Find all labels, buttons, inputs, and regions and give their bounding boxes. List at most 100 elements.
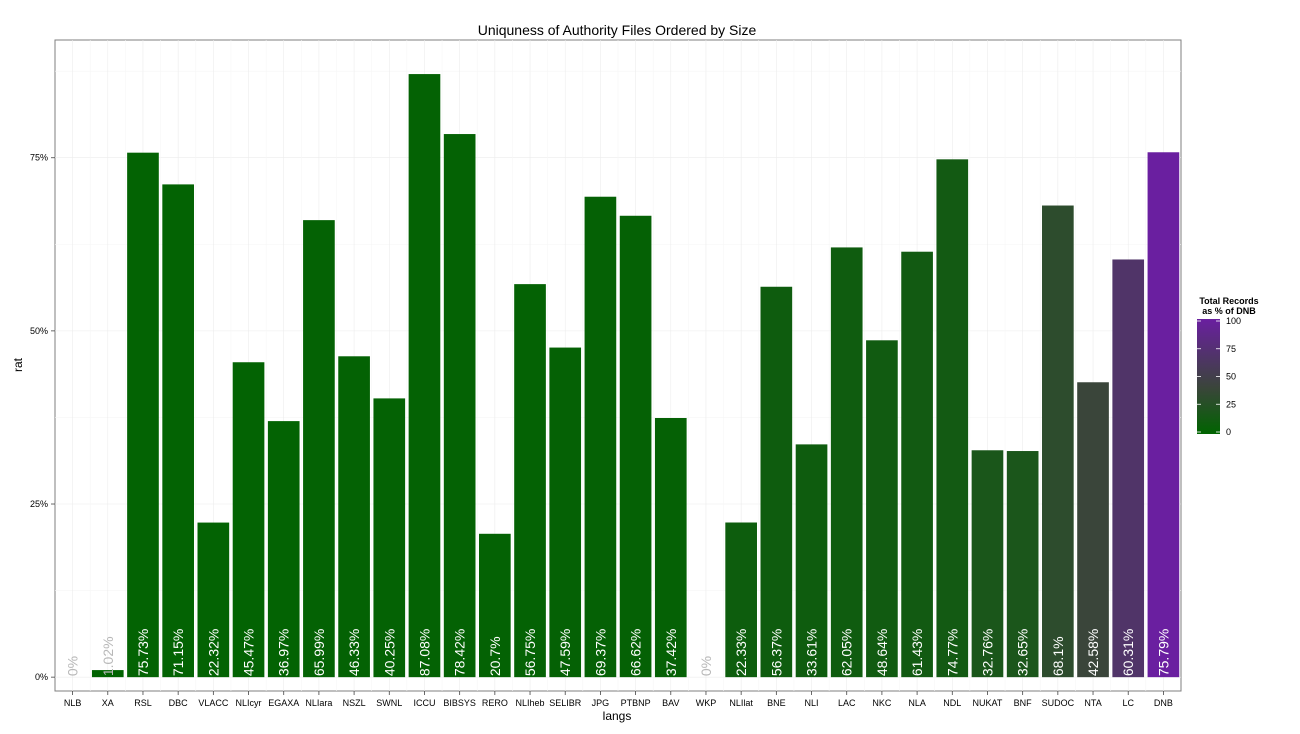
- bar-value-label: 62.05%: [839, 629, 855, 676]
- bar-value-label: 71.15%: [170, 629, 186, 676]
- bar-value-label: 47.59%: [557, 629, 573, 676]
- bar: [549, 347, 582, 678]
- y-tick-label: 25%: [30, 499, 48, 509]
- bar-value-label: 74.77%: [944, 629, 960, 676]
- bar: [1006, 451, 1039, 678]
- bar-value-label: 56.75%: [522, 629, 538, 676]
- x-tick-label: NDL: [943, 698, 961, 708]
- bar: [1077, 382, 1109, 678]
- x-tick-label: NSZL: [343, 698, 366, 708]
- bar: [443, 134, 476, 678]
- x-tick-label: BIBSYS: [443, 698, 476, 708]
- bar: [866, 340, 898, 678]
- bar-value-label: 37.42%: [663, 629, 679, 676]
- bar-value-label: 69.37%: [592, 629, 608, 676]
- legend-tick-label: 0: [1226, 427, 1231, 437]
- legend-tick-label: 50: [1226, 372, 1236, 382]
- x-tick-label: NLB: [64, 698, 82, 708]
- chart-title: Uniquness of Authority Files Ordered by …: [478, 22, 757, 38]
- bar-labels: 0% 1.02% 75.73% 71.15% 22.32% 45.47% 36.97% 65.…: [65, 629, 1172, 676]
- y-axis-label: rat: [11, 357, 25, 372]
- bar: [232, 362, 265, 678]
- bar-value-label: 66.62%: [628, 629, 644, 676]
- y-tick-label: 0%: [35, 672, 48, 682]
- x-tick-label: JPG: [592, 698, 610, 708]
- bar-value-label: 36.97%: [276, 629, 292, 676]
- y-tick-label: 75%: [30, 153, 48, 163]
- bar: [584, 196, 617, 678]
- bar: [830, 247, 863, 678]
- bar: [197, 522, 230, 678]
- x-tick-label: BNF: [1014, 698, 1033, 708]
- bar: [1147, 152, 1180, 678]
- bar: [971, 450, 1004, 678]
- x-tick-label: VLACC: [198, 698, 229, 708]
- bar-value-label: 56.37%: [768, 629, 784, 676]
- bar-value-label: 46.33%: [346, 629, 362, 676]
- bar-value-label: 45.47%: [241, 629, 257, 676]
- bar-value-label: 32.76%: [979, 629, 995, 676]
- bar-value-label: 22.32%: [205, 629, 221, 676]
- x-tick-label: EGAXA: [268, 698, 299, 708]
- bar: [760, 286, 793, 678]
- bar: [127, 152, 159, 678]
- bar-value-label: 1.02%: [100, 636, 116, 676]
- bar-value-label: 20.7%: [487, 636, 503, 676]
- bar-value-label: 0%: [698, 656, 714, 676]
- x-tick-label: NUKAT: [973, 698, 1003, 708]
- x-tick-label: DBC: [169, 698, 189, 708]
- bar: [936, 159, 969, 678]
- bar-value-label: 22.33%: [733, 629, 749, 676]
- x-tick-label: BAV: [662, 698, 679, 708]
- bar-value-label: 0%: [65, 656, 81, 676]
- bar-value-label: 40.25%: [381, 629, 397, 676]
- bar-value-label: 48.64%: [874, 629, 890, 676]
- bar-value-label: 61.43%: [909, 629, 925, 676]
- legend-title-line1: Total Records: [1199, 296, 1258, 306]
- bar-value-label: 87.08%: [416, 629, 432, 676]
- x-tick-label: RSL: [134, 698, 152, 708]
- legend-tick-label: 100: [1226, 316, 1241, 326]
- legend-title-line2: as % of DNB: [1202, 306, 1256, 316]
- bar: [795, 444, 828, 678]
- x-tick-label: LC: [1122, 698, 1134, 708]
- x-tick-label: NLIcyr: [236, 698, 262, 708]
- bar-value-label: 75.73%: [135, 629, 151, 676]
- bar: [725, 522, 757, 678]
- x-tick-label: SELIBR: [549, 698, 582, 708]
- x-tick-label: NLI: [805, 698, 819, 708]
- x-tick-label: DNB: [1154, 698, 1173, 708]
- bar-value-label: 78.42%: [452, 629, 468, 676]
- bar-value-label: 60.31%: [1120, 629, 1136, 676]
- x-tick-label: NKC: [872, 698, 892, 708]
- bar: [303, 220, 335, 678]
- bar: [901, 251, 933, 678]
- x-tick-label: RERO: [482, 698, 508, 708]
- legend-tick-label: 75: [1226, 344, 1236, 354]
- x-axis-label: langs: [603, 709, 632, 723]
- bar: [338, 356, 370, 678]
- legend-colorbar: [1197, 319, 1220, 434]
- bar-value-label: 33.61%: [804, 629, 820, 676]
- x-axis: NLB XA RSL DBC VLACC NLIcyr EGAXA NLIara NSZL SWN…: [64, 691, 1173, 708]
- x-tick-label: SUDOC: [1042, 698, 1075, 708]
- y-tick-label: 50%: [30, 326, 48, 336]
- bar: [1112, 259, 1145, 678]
- x-tick-label: NLIheb: [516, 698, 545, 708]
- legend: Total Records as % of DNB 0 25 50 75 100: [1197, 296, 1259, 437]
- x-tick-label: NLIara: [305, 698, 332, 708]
- bar: [479, 533, 511, 678]
- bar-value-label: 68.1%: [1050, 636, 1066, 676]
- bar: [1042, 205, 1074, 678]
- y-axis: 0% 25% 50% 75%: [30, 153, 55, 682]
- bar-value-label: 65.99%: [311, 629, 327, 676]
- bar-value-label: 32.65%: [1015, 629, 1031, 676]
- legend-tick-label: 25: [1226, 399, 1236, 409]
- bar: [654, 417, 687, 678]
- x-tick-label: PTBNP: [621, 698, 651, 708]
- bar: [373, 398, 406, 678]
- x-tick-label: LAC: [838, 698, 856, 708]
- bar: [162, 184, 194, 678]
- x-tick-label: SWNL: [376, 698, 402, 708]
- bar: [514, 284, 546, 678]
